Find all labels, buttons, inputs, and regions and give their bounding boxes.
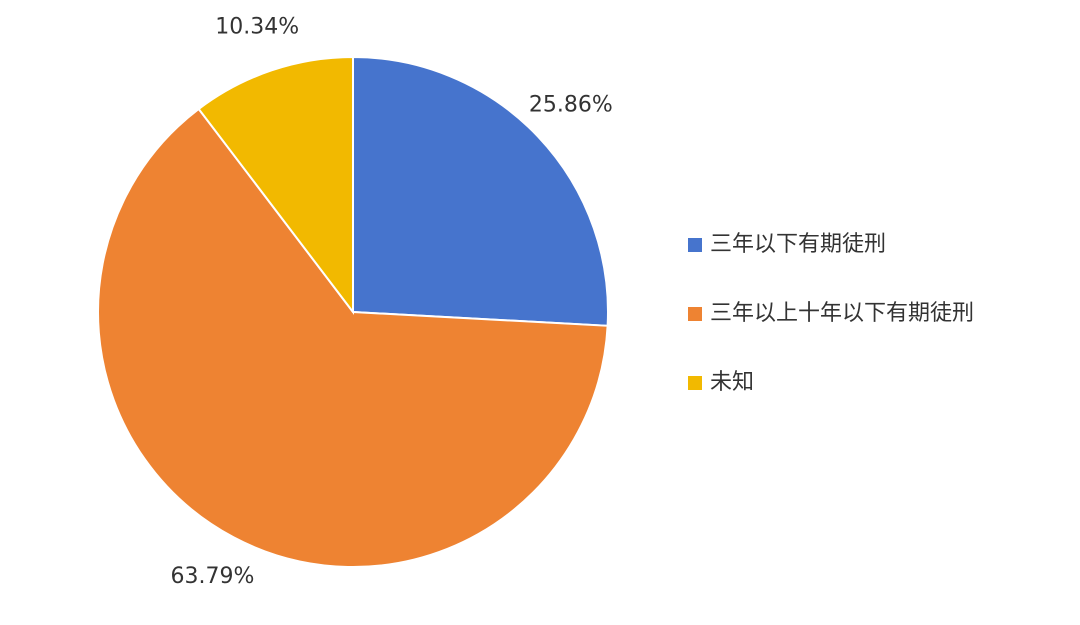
legend-swatch [688,238,702,252]
legend-label: 未知 [710,370,754,395]
legend-swatch [688,307,702,321]
data-label: 63.79% [170,564,254,589]
data-label: 25.86% [529,93,613,118]
pie-slice [197,55,354,315]
data-label: 10.34% [215,15,299,40]
legend-label: 三年以下有期徒刑 [710,232,886,257]
pie-slice [352,55,609,327]
legend-swatch [688,376,702,390]
legend-label: 三年以上十年以下有期徒刑 [710,301,974,326]
pie-slice [97,107,609,568]
